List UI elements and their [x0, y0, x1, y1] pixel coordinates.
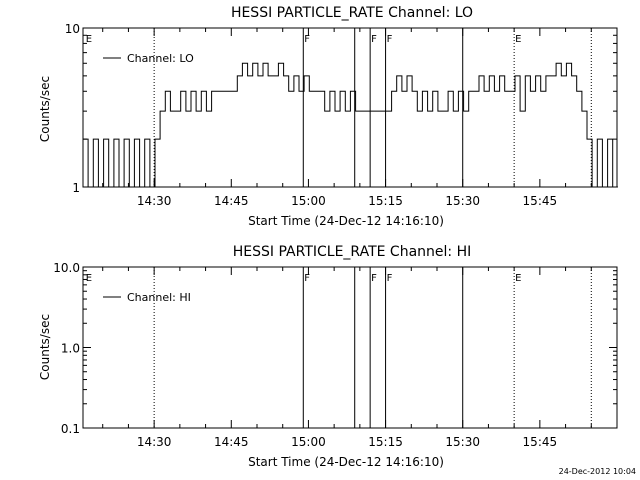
x-axis-label: Start Time (24-Dec-12 14:16:10) — [248, 455, 444, 469]
x-tick-label: 15:15 — [368, 194, 403, 208]
flag-label: F — [387, 273, 393, 284]
x-tick-label: 15:30 — [445, 194, 480, 208]
lo-channel-panel: HESSI PARTICLE_RATE Channel: LO Start Ti… — [38, 5, 618, 228]
x-tick-label: 14:30 — [137, 435, 172, 449]
y-axis-label: Counts/sec — [38, 76, 52, 142]
y-tick-label: 10 — [65, 22, 80, 36]
x-tick-label: 15:00 — [291, 435, 326, 449]
x-tick-label: 15:30 — [445, 435, 480, 449]
x-tick-label: 14:30 — [137, 194, 172, 208]
footer-timestamp: 24-Dec-2012 10:04 — [559, 467, 636, 476]
x-axis-label: Start Time (24-Dec-12 14:16:10) — [248, 214, 444, 228]
hi-channel-panel: HESSI PARTICLE_RATE Channel: HI Start Ti… — [38, 244, 618, 469]
y-tick-label: 10.0 — [53, 261, 80, 275]
y-tick-label: 1.0 — [61, 342, 80, 356]
flag-label: F — [371, 34, 377, 45]
x-tick-label: 14:45 — [214, 435, 249, 449]
flag-label: E — [86, 34, 92, 45]
plot-frame — [82, 27, 618, 188]
flag-label: F — [304, 34, 310, 45]
x-tick-label: 15:45 — [523, 435, 558, 449]
flag-label: E — [86, 273, 92, 284]
flag-label: F — [371, 273, 377, 284]
x-tick-label: 15:00 — [291, 194, 326, 208]
flag-label: F — [387, 34, 393, 45]
flag-label: E — [515, 273, 521, 284]
x-tick-label: 15:45 — [523, 194, 558, 208]
y-tick-label: 1 — [72, 181, 80, 195]
y-tick-label: 0.1 — [61, 422, 80, 436]
x-tick-label: 15:15 — [368, 435, 403, 449]
series-line — [83, 62, 618, 188]
legend-label: Channel: LO — [127, 52, 194, 65]
chart-title: HESSI PARTICLE_RATE Channel: HI — [233, 244, 471, 260]
x-tick-label: 14:45 — [214, 194, 249, 208]
y-axis-label: Counts/sec — [38, 314, 52, 380]
chart-title: HESSI PARTICLE_RATE Channel: LO — [231, 5, 473, 21]
legend-label: Channel: HI — [127, 291, 191, 304]
flag-label: E — [515, 34, 521, 45]
flag-label: F — [304, 273, 310, 284]
